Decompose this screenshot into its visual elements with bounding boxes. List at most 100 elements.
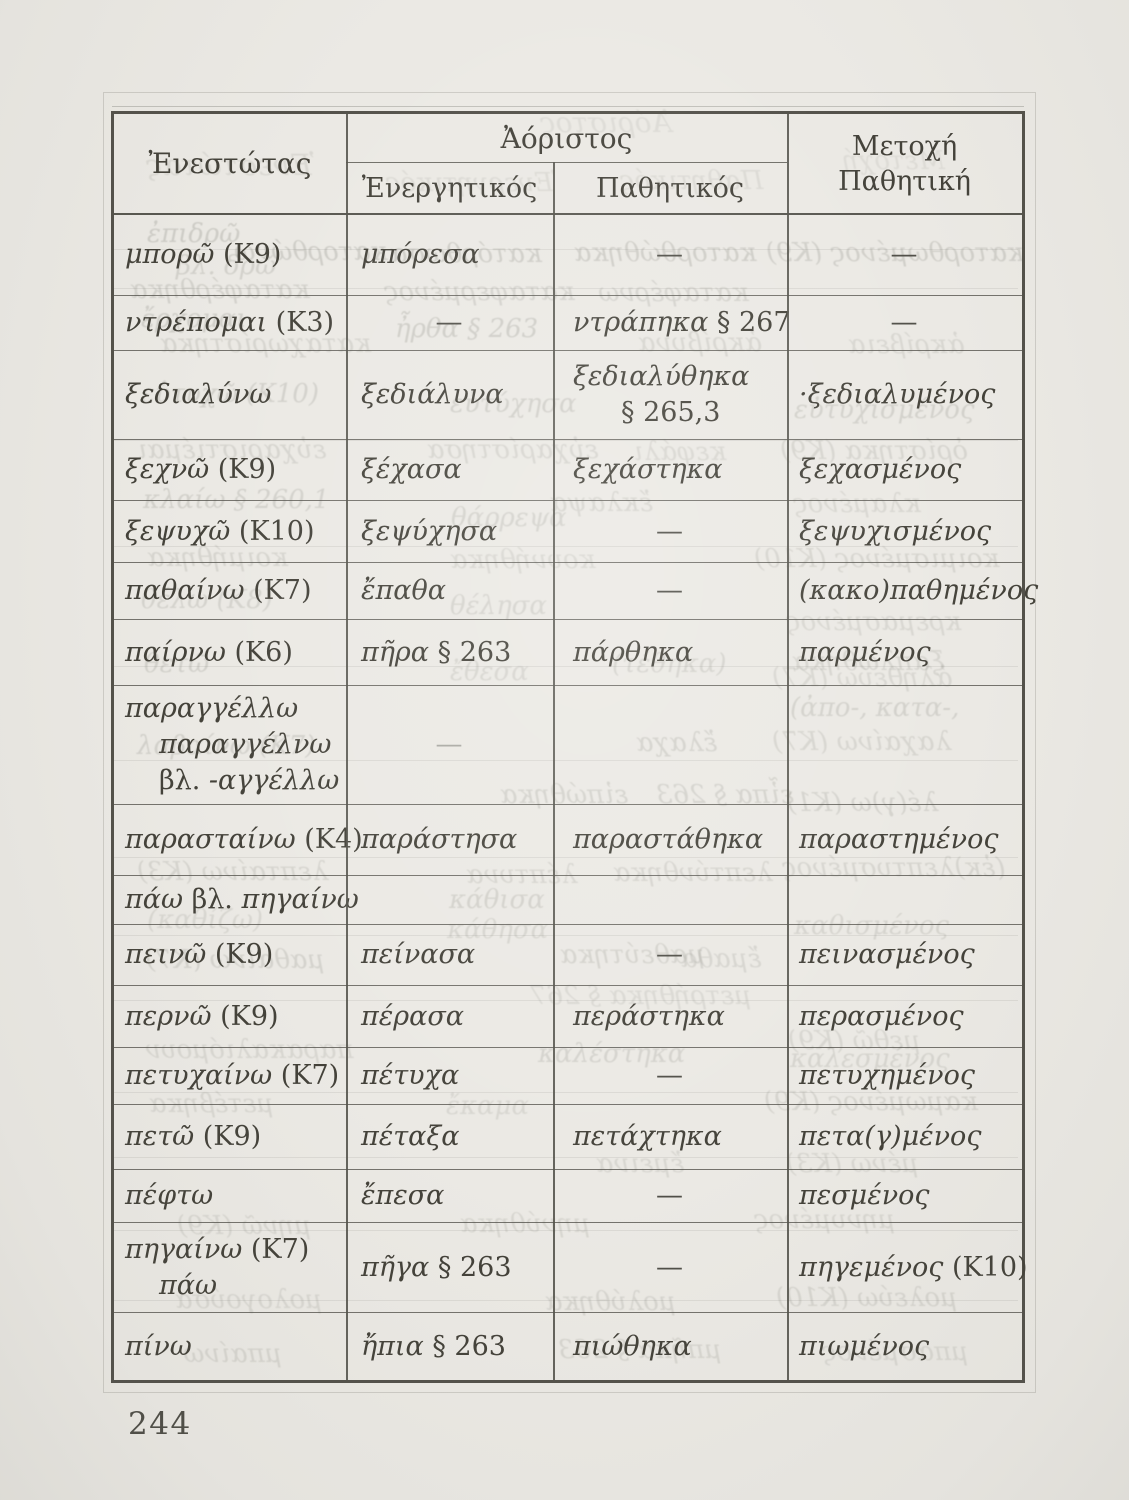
entry-text: παραγγέλνω	[159, 729, 332, 760]
cell-participle: —	[787, 296, 1022, 350]
bleedthrough-line	[114, 760, 1018, 762]
bleedthrough-text: (ἀπο-, κατα-,	[790, 693, 960, 723]
bleedthrough-line	[114, 440, 1018, 442]
cell-aorist-passive: περάστηκα	[553, 986, 787, 1047]
bleedthrough-text: (τέθηκα)	[612, 649, 727, 679]
entry-text: παραγγέλλω	[125, 693, 299, 724]
entry-text: ξεχάστηκα	[573, 454, 723, 485]
cell-aorist-passive: πιώθηκα	[553, 1313, 787, 1380]
empty-dash: —	[890, 239, 919, 270]
entry-text: ξεδιαλύθηκα	[573, 361, 750, 392]
bleedthrough-line	[114, 546, 1018, 548]
cell-present: πίνω	[114, 1313, 346, 1380]
entry-text: πιωμένος	[799, 1330, 930, 1362]
entry-text: ντράπηκα § 267	[573, 307, 791, 338]
cell-aorist-active: πείνασα	[346, 925, 553, 985]
cell-participle: πιωμένος	[787, 1313, 1022, 1380]
entry-text: πέταξα	[361, 1121, 460, 1152]
table-row: περνῶ (Κ9) πέρασα περάστηκα περασμένος	[114, 985, 1022, 1047]
table-row: πηγαίνω (Κ7) πάω πῆγα § 263 — πηγεμένος (Κ10…	[114, 1222, 1028, 1312]
bleedthrough-text: ἐπιδρῶ	[147, 219, 241, 249]
cell-present: παραγγέλλω παραγγέλνω βλ. -αγγέλλω	[114, 686, 346, 804]
cell-aorist-passive	[553, 686, 787, 804]
entry-text: ξεδιαλύνω	[125, 379, 272, 410]
entry-text: ξεδιάλυνα	[361, 379, 504, 410]
cell-participle: παραστημένος	[787, 805, 1022, 875]
empty-dash: —	[656, 1180, 684, 1211]
bleedthrough-text: (καθίζω)	[147, 905, 264, 935]
entry-text: ντρέπομαι (Κ3)	[125, 307, 335, 338]
cell-present: πέφτω	[114, 1170, 346, 1222]
entry-text: βλ. -αγγέλλω	[159, 765, 340, 796]
cell-aorist-passive: ντράπηκα § 267	[553, 296, 791, 350]
cell-present: πάω βλ. πηγαίνω	[114, 876, 359, 924]
cell-aorist-active: παράστησα	[346, 805, 553, 875]
cell-aorist-active: ξέχασα	[346, 440, 553, 500]
entry-text: πάρθηκα	[573, 636, 694, 668]
bleedthrough-line	[114, 857, 1018, 859]
entry-text: πάω	[159, 1269, 217, 1301]
cell-aorist-active: πέρασα	[346, 986, 553, 1047]
bleedthrough-text: θάρρεψα	[451, 503, 567, 533]
cell-aorist-active: ξεδιάλυνα	[346, 351, 553, 439]
column-divider	[346, 114, 348, 1380]
cell-aorist-passive: —	[553, 1223, 787, 1312]
cell-aorist-passive: ξεχάστηκα	[553, 440, 787, 500]
entry-text: παραστάθηκα	[573, 824, 764, 855]
cell-participle	[787, 876, 1022, 924]
empty-dash: —	[656, 575, 684, 606]
cell-aorist-passive: ξεδιαλύθηκα § 265,3	[553, 351, 787, 439]
entry-text: πετυχαίνω (Κ7)	[125, 1060, 340, 1091]
cell-aorist-passive: —	[553, 501, 787, 562]
entry-text: περνῶ (Κ9)	[125, 1000, 279, 1032]
entry-text: ·ξεδιαλυμένος	[799, 379, 996, 410]
table-row: πίνω ἤπια § 263 πιώθηκα πιωμένος	[114, 1312, 1022, 1380]
table-row: ντρέπομαι (Κ3) — ντράπηκα § 267 —	[114, 295, 1022, 350]
header-participle-line2: Παθητική	[838, 165, 971, 197]
empty-dash: —	[435, 729, 464, 760]
cell-aorist-active: ἤπια § 263	[346, 1313, 553, 1380]
cell-participle: ξεψυχισμένος	[787, 501, 1022, 562]
cell-participle: περασμένος	[787, 986, 1022, 1047]
empty-dash: —	[435, 307, 464, 338]
cell-present: παίρνω (Κ6)	[114, 620, 346, 685]
entry-text: πέφτω	[125, 1180, 214, 1211]
cell-participle: πηγεμένος (Κ10)	[787, 1223, 1028, 1312]
entry-text: πετα(γ)μένος	[799, 1121, 982, 1152]
entry-text: παρασταίνω (Κ4)	[125, 824, 363, 855]
cell-aorist-active: πῆγα § 263	[346, 1223, 553, 1312]
bleedthrough-text: κάθισα	[449, 885, 545, 915]
empty-dash: —	[890, 307, 919, 338]
bleedthrough-text: θέλησα	[450, 591, 547, 621]
cell-aorist-active: πέταξα	[346, 1105, 553, 1169]
cell-present: ξεψυχῶ (Κ10)	[114, 501, 346, 562]
cell-aorist-passive: —	[553, 1048, 787, 1104]
entry-text: ἔπαθα	[361, 575, 446, 606]
bleedthrough-text: ἦρθα § 263	[395, 314, 539, 344]
entry-text: παίρνω (Κ6)	[125, 636, 293, 668]
empty-dash: —	[656, 515, 684, 547]
cell-aorist-passive: —	[553, 215, 787, 295]
cell-participle: ·ξεδιαλυμένος	[787, 351, 1022, 439]
bleedthrough-text: λαβαίνω (Κ7)	[137, 731, 316, 761]
bleedthrough-text: εὐτυχῶ (Κ10)	[141, 379, 319, 409]
bleedthrough-text: ἔκαμα	[446, 1091, 530, 1121]
column-divider	[553, 162, 555, 1380]
table-row: πεινῶ (Κ9) πείνασα — πεινασμένος	[114, 924, 1022, 985]
cell-aorist-active: πῆρα § 263	[346, 620, 553, 685]
cell-participle: —	[787, 215, 1022, 295]
entry-text: ἔπεσα	[361, 1180, 445, 1211]
bleedthrough-text: θετῶ	[144, 649, 210, 679]
entry-text: ἤπια § 263	[361, 1330, 506, 1362]
cell-aorist-active: —	[346, 686, 553, 804]
table-row: ξεδιαλύνω ξεδιάλυνα ξεδιαλύθηκα § 265,3 ·ξεδ…	[114, 350, 1022, 439]
entry-text: παρμένος	[799, 636, 931, 668]
cell-present: ντρέπομαι (Κ3)	[114, 296, 346, 350]
bleedthrough-text: θέλω (Κ8)	[141, 585, 273, 615]
entry-text: πιώθηκα	[573, 1330, 692, 1362]
table-row: ξεψυχῶ (Κ10) ξεψύχησα — ξεψυχισμένος	[114, 500, 1022, 562]
cell-aorist-active: ἔπαθα	[346, 563, 553, 619]
empty-dash: —	[656, 1060, 684, 1091]
entry-text: πῆγα § 263	[361, 1251, 512, 1283]
table-row: πετυχαίνω (Κ7) πέτυχα — πετυχημένος	[114, 1047, 1022, 1104]
